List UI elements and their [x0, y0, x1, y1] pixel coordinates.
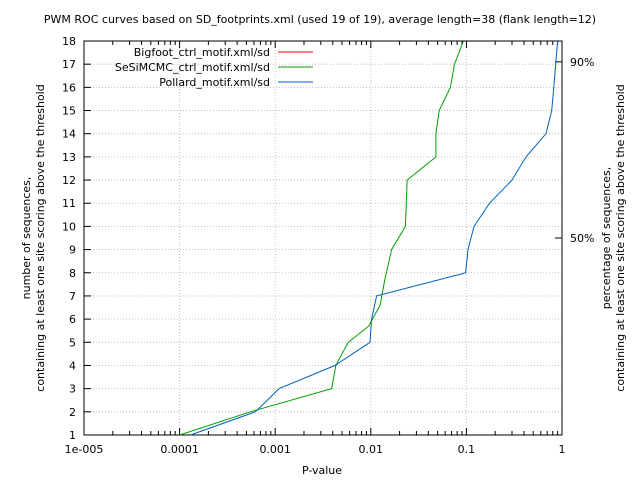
legend-label: Bigfoot_ctrl_motif.xml/sd — [134, 46, 270, 59]
series-line-pollard — [191, 41, 558, 435]
legend-label: SeSiMCMC_ctrl_motif.xml/sd — [115, 61, 270, 74]
y2-tick-label: 90% — [570, 56, 594, 69]
y-tick-label: 11 — [62, 197, 76, 210]
axis-ticks: 1e-005 0.0001 0.001 0.01 0.1 1123456789101112… — [62, 35, 594, 456]
y-tick-label: 7 — [69, 290, 76, 303]
series — [180, 41, 558, 435]
y-tick-label: 16 — [62, 81, 76, 94]
x-tick-label: 0.0001 — [160, 443, 199, 456]
chart-title: PWM ROC curves based on SD_footprints.xm… — [44, 13, 596, 26]
plot-frame — [84, 41, 562, 435]
x-tick-label: 0.1 — [458, 443, 476, 456]
y-tick-label: 2 — [69, 406, 76, 419]
y-axis-label: number of sequences, containing at least… — [20, 84, 47, 391]
y-axis-label-line1: number of sequences, — [20, 177, 33, 300]
y-tick-label: 6 — [69, 313, 76, 326]
y-axis-label-line2: containing at least one site scoring abo… — [34, 84, 47, 391]
y-tick-label: 18 — [62, 35, 76, 48]
series-line-sesimcmc — [180, 41, 464, 435]
y-tick-label: 3 — [69, 383, 76, 396]
x-tick-label: 0.01 — [359, 443, 384, 456]
legend-label: Pollard_motif.xml/sd — [159, 76, 270, 89]
legend: Bigfoot_ctrl_motif.xml/sd SeSiMCMC_ctrl_m… — [115, 46, 313, 89]
y-tick-label: 13 — [62, 151, 76, 164]
x-tick-label: 1 — [559, 443, 566, 456]
x-tick-label: 1e-005 — [65, 443, 104, 456]
y-tick-label: 17 — [62, 58, 76, 71]
x-tick-label: 0.001 — [259, 443, 291, 456]
y-tick-label: 9 — [69, 244, 76, 257]
grid — [84, 41, 562, 435]
y-tick-label: 1 — [69, 429, 76, 442]
y2-axis-label: percentage of sequences, containing at l… — [600, 84, 627, 391]
y-tick-label: 4 — [69, 359, 76, 372]
y-tick-label: 10 — [62, 220, 76, 233]
y2-axis-label-line1: percentage of sequences, — [600, 167, 613, 309]
y-tick-label: 14 — [62, 128, 76, 141]
y2-tick-label: 50% — [570, 232, 594, 245]
y-tick-label: 5 — [69, 336, 76, 349]
y-tick-label: 12 — [62, 174, 76, 187]
y-tick-label: 8 — [69, 267, 76, 280]
y2-axis-label-line2: containing at least one site scoring abo… — [614, 84, 627, 391]
y-tick-label: 15 — [62, 105, 76, 118]
x-axis-label: P-value — [302, 464, 342, 477]
